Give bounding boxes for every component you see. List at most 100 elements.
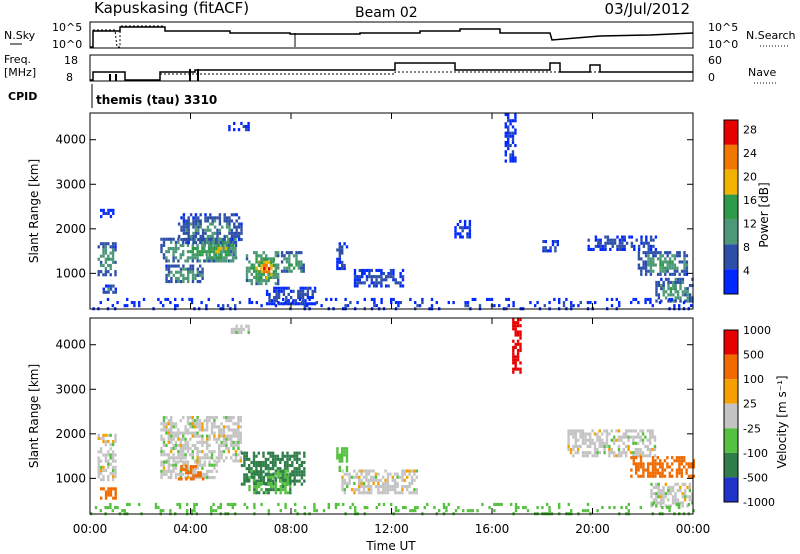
scatter-cell (191, 453, 194, 457)
scatter-cell (284, 491, 287, 495)
scatter-cell (286, 473, 289, 477)
scatter-cell (218, 428, 221, 432)
scatter-cell (250, 460, 253, 464)
scatter-cell (186, 422, 190, 426)
scatter-cell (248, 297, 251, 301)
scatter-cell (198, 425, 202, 429)
scatter-cell (608, 432, 611, 436)
scatter-cell (189, 237, 192, 241)
scatter-cell (664, 260, 667, 264)
scatter-cell (274, 476, 277, 480)
scatter-cell (586, 438, 589, 442)
scatter-cell (109, 251, 112, 255)
scatter-cell (548, 509, 551, 513)
scatter-cell (627, 502, 630, 506)
scatter-cell (382, 481, 385, 485)
scatter-cell (658, 301, 662, 305)
scatter-cell (683, 272, 686, 276)
scatter-cell (362, 469, 366, 473)
scatter-cell (621, 235, 624, 239)
scatter-cell (644, 468, 647, 472)
scatter-cell (162, 425, 166, 429)
scatter-cell (670, 297, 674, 301)
scatter-cell (577, 448, 580, 452)
scatter-cell (104, 456, 108, 460)
scatter-cell (201, 250, 204, 254)
scatter-cell (213, 243, 216, 247)
scatter-cell (674, 284, 677, 288)
scatter-cell (507, 119, 510, 123)
scatter-cell (519, 333, 522, 337)
scatter-cell (668, 266, 672, 270)
scatter-cell (167, 259, 170, 263)
scatter-cell (637, 266, 641, 270)
scatter-cell (274, 472, 278, 476)
scatter-cell (601, 247, 605, 251)
scatter-cell (304, 302, 307, 306)
scatter-cell (341, 263, 344, 267)
scatter-cell (301, 296, 305, 300)
scatter-cell (604, 241, 607, 245)
scatter-cell (629, 435, 633, 439)
scatter-cell (165, 469, 168, 473)
scatter-cell (105, 284, 108, 288)
scatter-cell (664, 482, 668, 486)
scatter-cell (656, 468, 659, 472)
scatter-cell (459, 232, 462, 236)
scatter-cell (668, 506, 671, 510)
scatter-cell (227, 240, 230, 244)
scatter-cell (680, 474, 683, 478)
scatter-cell (593, 432, 597, 436)
scatter-cell (265, 257, 268, 261)
scatter-cell (666, 506, 669, 510)
scatter-cell (196, 267, 199, 271)
scatter-cell (184, 276, 187, 280)
scatter-cell (186, 440, 190, 444)
scatter-cell (203, 460, 206, 464)
scatter-cell (640, 241, 643, 245)
scatter-cell (109, 493, 113, 497)
scatter-cell (353, 275, 357, 279)
scatter-cell (397, 304, 400, 308)
scatter-cell (672, 284, 675, 288)
scatter-cell (410, 475, 414, 479)
scatter-cell (196, 247, 199, 251)
scatter-cell (179, 253, 182, 257)
scatter-cell (215, 425, 218, 429)
scatter-cell (234, 431, 238, 435)
scatter-cell (676, 290, 680, 294)
scatter-cell (216, 228, 219, 232)
scatter-cell (230, 228, 234, 232)
scatter-cell (572, 448, 575, 452)
scatter-cell (274, 272, 277, 276)
scatter-cell (401, 278, 405, 282)
scatter-cell (666, 254, 669, 258)
scatter-cell (627, 444, 630, 448)
scatter-cell (247, 125, 250, 129)
scatter-cell (109, 456, 112, 460)
scatter-cell (379, 491, 382, 495)
scatter-cell (630, 241, 634, 245)
power-plot-bg (90, 113, 693, 309)
scatter-cell (683, 456, 686, 460)
scatter-cell (257, 491, 261, 495)
scatter-cell (167, 419, 170, 423)
scatter-cell (516, 339, 520, 343)
scatter-cell (285, 266, 289, 270)
scatter-cell (401, 485, 404, 489)
scatter-cell (300, 269, 303, 273)
scatter-cell (159, 301, 162, 305)
scatter-cell (372, 475, 375, 479)
scatter-cell (691, 498, 694, 502)
scatter-cell (97, 257, 100, 261)
scatter-cell (268, 292, 271, 296)
scatter-cell (220, 434, 223, 438)
scatter-cell (686, 293, 689, 297)
scatter-cell (232, 250, 235, 254)
scatter-cell (688, 284, 692, 288)
scatter-cell (199, 241, 202, 245)
scatter-cell (160, 237, 163, 241)
scatter-cell (182, 447, 185, 451)
scatter-cell (104, 267, 108, 271)
scatter-cell (230, 428, 233, 432)
